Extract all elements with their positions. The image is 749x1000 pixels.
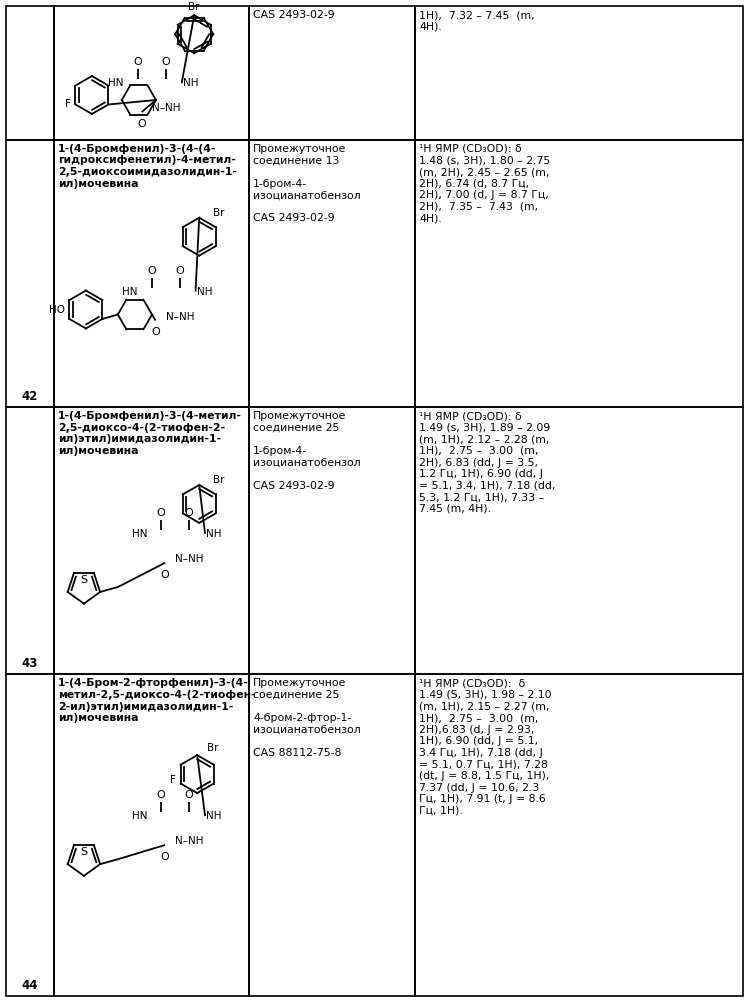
Text: 1H),  7.32 – 7.45  (m,
4H).: 1H), 7.32 – 7.45 (m, 4H).	[419, 10, 535, 32]
Text: HN: HN	[132, 811, 147, 821]
Bar	[249, 407, 415, 674]
Text: Промежуточное
соединение 13

1-бром-4-
изоцианатобензол

CAS 2493-02-9: Промежуточное соединение 13 1-бром-4- из…	[253, 144, 361, 223]
Text: Br: Br	[189, 2, 200, 12]
Bar	[249, 140, 415, 407]
Text: O: O	[133, 57, 142, 67]
Text: S: S	[80, 575, 88, 585]
Text: 1-(4-Бромфенил)-3-(4-(4-
гидроксифенетил)-4-метил-
2,5-диоксоимидазолидин-1-
ил): 1-(4-Бромфенил)-3-(4-(4- гидроксифенетил…	[58, 144, 237, 189]
Text: ¹H ЯМР (CD₃OD): δ
1.48 (s, 3H), 1.80 – 2.75
(m, 2H), 2.45 – 2.65 (m,
2H), 6.74 (: ¹H ЯМР (CD₃OD): δ 1.48 (s, 3H), 1.80 – 2…	[419, 144, 551, 223]
Text: F: F	[170, 775, 176, 785]
Bar	[54, 140, 249, 407]
Text: O: O	[151, 327, 160, 337]
Text: HN: HN	[108, 78, 124, 88]
Text: O: O	[175, 266, 184, 276]
Text: F: F	[65, 99, 71, 109]
Text: O: O	[147, 266, 156, 276]
Bar	[415, 6, 743, 140]
Text: O: O	[137, 119, 146, 129]
Text: HO: HO	[49, 305, 65, 315]
Text: O: O	[185, 508, 193, 518]
Text: 1-(4-Бром-2-фторфенил)-3-(4-
метил-2,5-диоксо-4-(2-тиофен-
2-ил)этил)имидазолиди: 1-(4-Бром-2-фторфенил)-3-(4- метил-2,5-д…	[58, 678, 255, 723]
Text: HN: HN	[132, 529, 147, 539]
Text: Промежуточное
соединение 25

4-бром-2-фтор-1-
изоцианатобензол

CAS 88112-75-8: Промежуточное соединение 25 4-бром-2-фто…	[253, 678, 361, 758]
Text: O: O	[185, 790, 193, 800]
Text: N–NH: N–NH	[175, 554, 204, 564]
Text: 43: 43	[22, 657, 38, 670]
Bar	[415, 674, 743, 996]
Bar	[6, 674, 54, 996]
Text: 1-(4-Бромфенил)-3-(4-метил-
2,5-диоксо-4-(2-тиофен-2-
ил)этил)имидазолидин-1-
ил: 1-(4-Бромфенил)-3-(4-метил- 2,5-диоксо-4…	[58, 411, 242, 456]
Text: NH: NH	[206, 529, 222, 539]
Text: N–NH: N–NH	[166, 312, 194, 322]
Text: Промежуточное
соединение 25

1-бром-4-
изоцианатобензол

CAS 2493-02-9: Промежуточное соединение 25 1-бром-4- из…	[253, 411, 361, 491]
Bar	[6, 407, 54, 674]
Text: O: O	[161, 570, 169, 580]
Text: Br: Br	[207, 743, 218, 753]
Text: O: O	[161, 852, 169, 862]
Bar	[249, 674, 415, 996]
Bar	[415, 407, 743, 674]
Text: S: S	[80, 847, 88, 857]
Bar	[54, 407, 249, 674]
Bar	[6, 140, 54, 407]
Text: ¹H ЯМР (CD₃OD): δ
1.49 (s, 3H), 1.89 – 2.09
(m, 1H), 2.12 – 2.28 (m,
1H),  2.75 : ¹H ЯМР (CD₃OD): δ 1.49 (s, 3H), 1.89 – 2…	[419, 411, 556, 514]
Text: NH: NH	[196, 287, 212, 297]
Text: O: O	[161, 57, 170, 67]
Text: ¹H ЯМР (CD₃OD):  δ
1.49 (S, 3H), 1.98 – 2.10
(m, 1H), 2.15 – 2.27 (m,
1H),  2.75: ¹H ЯМР (CD₃OD): δ 1.49 (S, 3H), 1.98 – 2…	[419, 678, 552, 816]
Text: O: O	[157, 790, 166, 800]
Text: NH: NH	[206, 811, 222, 821]
Bar	[6, 6, 54, 140]
Text: NH: NH	[183, 78, 198, 88]
Text: HN: HN	[122, 287, 138, 297]
Bar	[249, 6, 415, 140]
Text: CAS 2493-02-9: CAS 2493-02-9	[253, 10, 335, 20]
Text: 44: 44	[22, 979, 38, 992]
Text: N–NH: N–NH	[151, 103, 181, 113]
Bar	[54, 674, 249, 996]
Text: Br: Br	[213, 208, 224, 218]
Text: N–NH: N–NH	[175, 836, 204, 846]
Text: O: O	[157, 508, 166, 518]
Text: 42: 42	[22, 390, 38, 403]
Bar	[415, 140, 743, 407]
Bar	[54, 6, 249, 140]
Text: Br: Br	[213, 475, 224, 485]
